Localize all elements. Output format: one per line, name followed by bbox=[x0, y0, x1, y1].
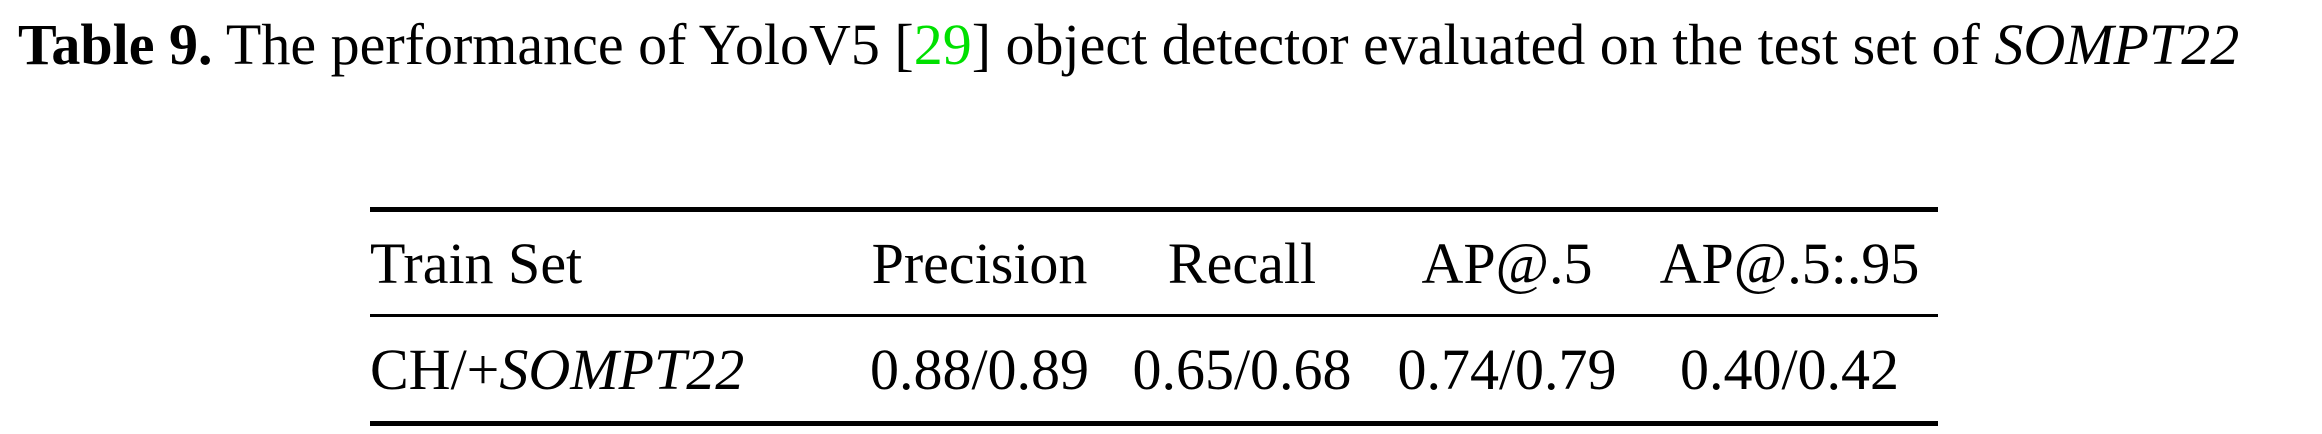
caption-dataset-name: SOMPT22 bbox=[1994, 12, 2240, 77]
caption-label: Table 9. bbox=[18, 12, 213, 77]
header-recall: Recall bbox=[1167, 230, 1317, 296]
header-precision: Precision bbox=[871, 230, 1088, 296]
cell-recall: 0.65/0.68 bbox=[1132, 336, 1352, 402]
results-table: Train Set Precision Recall AP@.5 AP@.5:.… bbox=[370, 212, 1938, 314]
cell-train-set: CH/+SOMPT22 bbox=[370, 317, 848, 421]
header-row: Train Set Precision Recall AP@.5 AP@.5:.… bbox=[370, 212, 1938, 314]
mid-rule bbox=[370, 314, 1938, 317]
results-table-container: Train Set Precision Recall AP@.5 AP@.5:.… bbox=[370, 207, 1938, 426]
caption-text-2: ] object detector evaluated on the test … bbox=[971, 12, 1995, 77]
header-ap50: AP@.5 bbox=[1421, 230, 1593, 296]
table-row: CH/+SOMPT22 0.88/0.89 0.65/0.68 0.74/0.7… bbox=[370, 317, 1938, 421]
header-ap50-95: AP@.5:.95 bbox=[1659, 230, 1920, 296]
citation-link[interactable]: 29 bbox=[913, 12, 972, 77]
top-rule bbox=[370, 207, 1938, 212]
caption-text-1: The performance of YoloV5 [ bbox=[212, 12, 914, 77]
bottom-rule bbox=[370, 421, 1938, 426]
train-set-dataset: SOMPT22 bbox=[499, 336, 745, 402]
cell-ap50-95: 0.40/0.42 bbox=[1679, 336, 1900, 402]
table-caption: Table 9. The performance of YoloV5 [29] … bbox=[18, 6, 2308, 84]
header-train-set: Train Set bbox=[370, 230, 583, 296]
cell-ap50: 0.74/0.79 bbox=[1397, 336, 1617, 402]
results-table-body: CH/+SOMPT22 0.88/0.89 0.65/0.68 0.74/0.7… bbox=[370, 317, 1938, 421]
cell-precision: 0.88/0.89 bbox=[869, 336, 1090, 402]
train-set-prefix: CH/+ bbox=[370, 336, 500, 402]
